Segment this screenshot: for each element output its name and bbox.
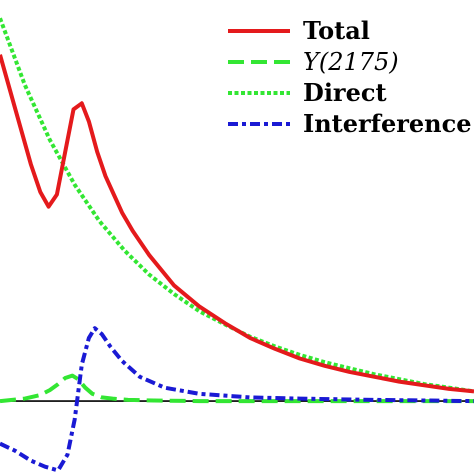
series-line-direct: [0, 17, 474, 394]
series-line-total: [0, 54, 474, 394]
legend-label-total: Total: [303, 16, 370, 45]
series-layer: [0, 17, 474, 473]
legend-label-direct: Direct: [303, 78, 387, 107]
legend-label-interference: Interference: [303, 109, 472, 138]
legend-label-y2175: Y(2175): [303, 48, 399, 76]
legend: Total Y(2175) Direct Interference: [228, 16, 472, 138]
series-line-y-2175: [0, 373, 474, 404]
series-line-interference: [0, 326, 474, 473]
